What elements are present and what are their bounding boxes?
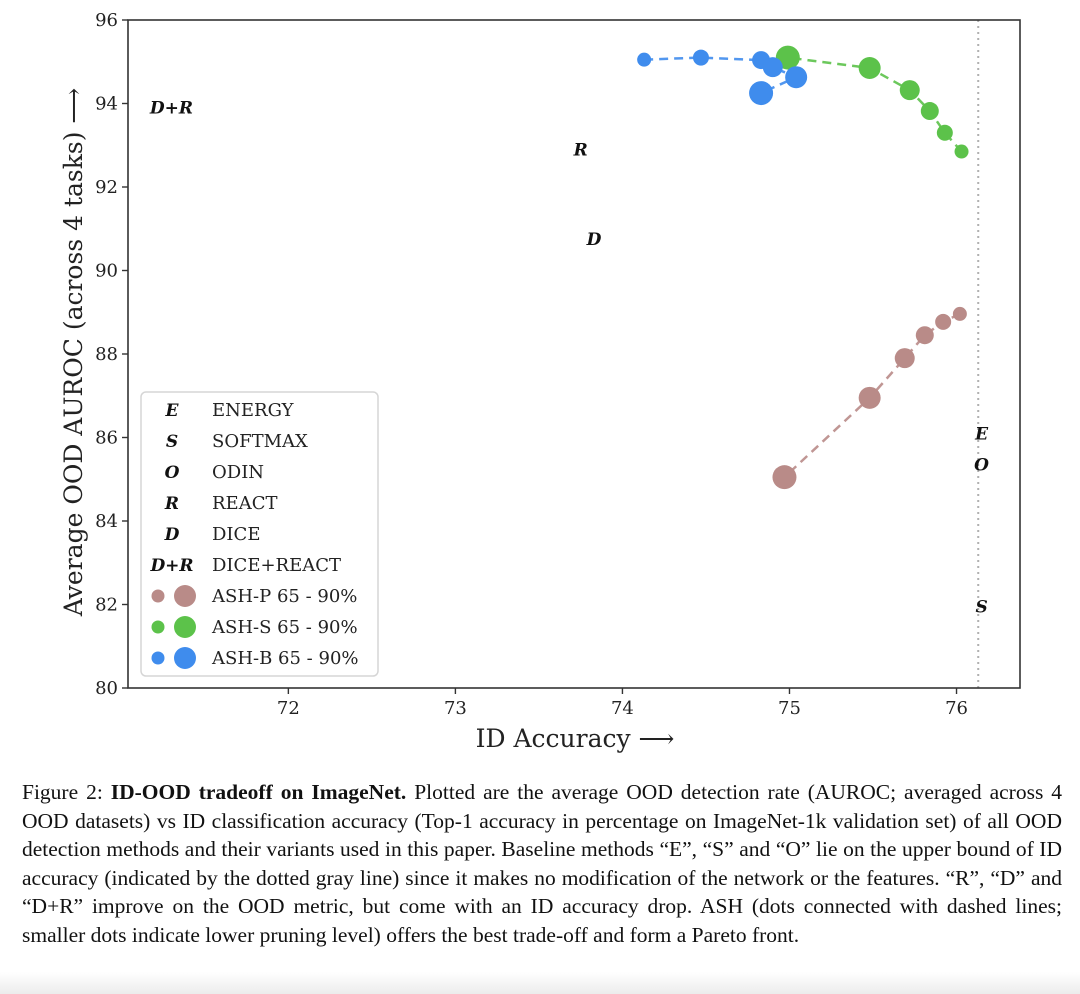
y-tick-label: 84: [95, 511, 118, 532]
bottom-fade: [0, 972, 1080, 994]
legend-label: SOFTMAX: [212, 431, 308, 452]
legend-symbol: S: [166, 432, 178, 452]
series-layer: [637, 45, 969, 490]
legend-label: ASH-S 65 - 90%: [211, 617, 358, 638]
figure-caption: Figure 2: ID-OOD tradeoff on ImageNet. P…: [22, 778, 1062, 950]
legend-entry: O ODIN: [165, 462, 264, 483]
y-tick-label: 90: [95, 261, 118, 282]
y-tick-label: 88: [95, 344, 118, 365]
data-point: [936, 124, 953, 141]
data-point: [894, 348, 915, 369]
data-point: [692, 49, 709, 66]
legend-entry: D+R DICE+REACT: [149, 555, 341, 576]
legend-symbol: E: [165, 401, 180, 421]
legend-large-dot: [174, 616, 196, 638]
legend-small-dot: [151, 651, 165, 665]
legend-box: [140, 391, 379, 677]
y-tick-label: 80: [95, 678, 118, 699]
legend-entry: R REACT: [164, 493, 278, 514]
caption-title: ID-OOD tradeoff on ImageNet.: [110, 780, 407, 804]
data-point: [785, 66, 808, 89]
legend-symbol: D+R: [149, 556, 193, 576]
legend-entry: ASH-B 65 - 90%: [151, 647, 359, 669]
legend-entry: ASH-S 65 - 90%: [151, 616, 358, 638]
method-marker-dice-react: D+R: [149, 99, 193, 119]
method-marker-odin: O: [974, 456, 989, 476]
data-point: [915, 326, 934, 345]
data-point: [749, 81, 774, 106]
y-axis-label: Average OOD AUROC (across 4 tasks) ⟶: [59, 88, 88, 617]
legend-label: DICE+REACT: [212, 555, 341, 576]
data-point: [858, 386, 881, 409]
legend-entry: ASH-P 65 - 90%: [151, 585, 357, 607]
data-point: [899, 80, 920, 101]
legend-entry: D DICE: [164, 524, 261, 545]
legend-label: ENERGY: [212, 400, 295, 421]
x-tick-label: 75: [778, 698, 801, 719]
method-marker-react: R: [573, 140, 588, 160]
method-marker-softmax: S: [975, 598, 987, 618]
legend-small-dot: [151, 589, 165, 603]
series-ash-b: [637, 49, 808, 106]
caption-body: Plotted are the average OOD detection ra…: [22, 780, 1063, 947]
y-tick-label: 86: [95, 428, 118, 449]
legend-label: ASH-P 65 - 90%: [211, 586, 357, 607]
y-tick-label: 92: [95, 177, 118, 198]
x-tick-label: 74: [611, 698, 634, 719]
legend-entry: S SOFTMAX: [166, 431, 308, 452]
x-axis-label: ID Accuracy ⟶: [476, 724, 675, 753]
y-tick-label: 82: [95, 595, 118, 616]
legend-label: ASH-B 65 - 90%: [211, 648, 359, 669]
data-point: [858, 57, 881, 80]
legend-large-dot: [174, 585, 196, 607]
data-point: [920, 102, 939, 121]
legend-large-dot: [174, 647, 196, 669]
series-ash-p: [772, 306, 967, 490]
data-point: [954, 144, 969, 159]
legend-symbol: D: [164, 525, 180, 545]
y-tick-label: 94: [95, 94, 118, 115]
legend-symbol: R: [164, 494, 179, 514]
legend-label: REACT: [212, 493, 277, 514]
data-point: [637, 52, 652, 67]
method-marker-dice: D: [586, 230, 602, 250]
x-tick-label: 72: [277, 698, 300, 719]
legend-label: DICE: [212, 524, 260, 545]
y-tick-label: 96: [95, 10, 118, 31]
data-point: [772, 465, 797, 490]
x-tick-label: 76: [945, 698, 968, 719]
legend-entry: E ENERGY: [165, 400, 295, 421]
axes-layer: 72 73 74 75 76 80 82 84 86 88 90 92 94 96: [95, 10, 1021, 719]
data-point: [952, 306, 967, 321]
legend-label: ODIN: [212, 462, 264, 483]
legend: E ENERGY S SOFTMAX O ODIN R REACT D DICE D+R DICE+R…: [140, 391, 379, 677]
series-ash-s: [775, 45, 969, 159]
data-point: [935, 313, 952, 330]
data-point: [762, 57, 783, 78]
legend-symbol: O: [165, 463, 180, 483]
x-tick-label: 73: [444, 698, 467, 719]
method-marker-energy: E: [974, 424, 989, 444]
legend-small-dot: [151, 620, 165, 634]
caption-prefix: Figure 2:: [22, 780, 111, 804]
